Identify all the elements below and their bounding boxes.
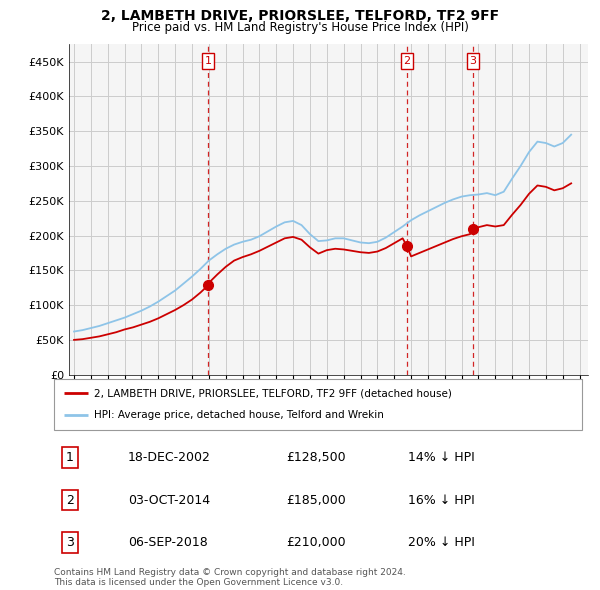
Text: Price paid vs. HM Land Registry's House Price Index (HPI): Price paid vs. HM Land Registry's House … — [131, 21, 469, 34]
Text: 06-SEP-2018: 06-SEP-2018 — [128, 536, 208, 549]
Text: £210,000: £210,000 — [286, 536, 346, 549]
Text: 2, LAMBETH DRIVE, PRIORSLEE, TELFORD, TF2 9FF: 2, LAMBETH DRIVE, PRIORSLEE, TELFORD, TF… — [101, 9, 499, 23]
Text: £185,000: £185,000 — [286, 493, 346, 507]
Text: 20% ↓ HPI: 20% ↓ HPI — [408, 536, 475, 549]
Text: £128,500: £128,500 — [286, 451, 346, 464]
Text: 1: 1 — [205, 56, 212, 66]
FancyBboxPatch shape — [54, 379, 582, 430]
Text: 18-DEC-2002: 18-DEC-2002 — [128, 451, 211, 464]
Text: HPI: Average price, detached house, Telford and Wrekin: HPI: Average price, detached house, Telf… — [94, 411, 383, 421]
Text: 1: 1 — [66, 451, 74, 464]
Text: 3: 3 — [470, 56, 476, 66]
Text: 14% ↓ HPI: 14% ↓ HPI — [408, 451, 475, 464]
Text: 2: 2 — [66, 493, 74, 507]
Text: 03-OCT-2014: 03-OCT-2014 — [128, 493, 210, 507]
Text: 16% ↓ HPI: 16% ↓ HPI — [408, 493, 475, 507]
Text: 2, LAMBETH DRIVE, PRIORSLEE, TELFORD, TF2 9FF (detached house): 2, LAMBETH DRIVE, PRIORSLEE, TELFORD, TF… — [94, 388, 451, 398]
Text: 2: 2 — [403, 56, 410, 66]
Text: 3: 3 — [66, 536, 74, 549]
Text: Contains HM Land Registry data © Crown copyright and database right 2024.
This d: Contains HM Land Registry data © Crown c… — [54, 568, 406, 587]
